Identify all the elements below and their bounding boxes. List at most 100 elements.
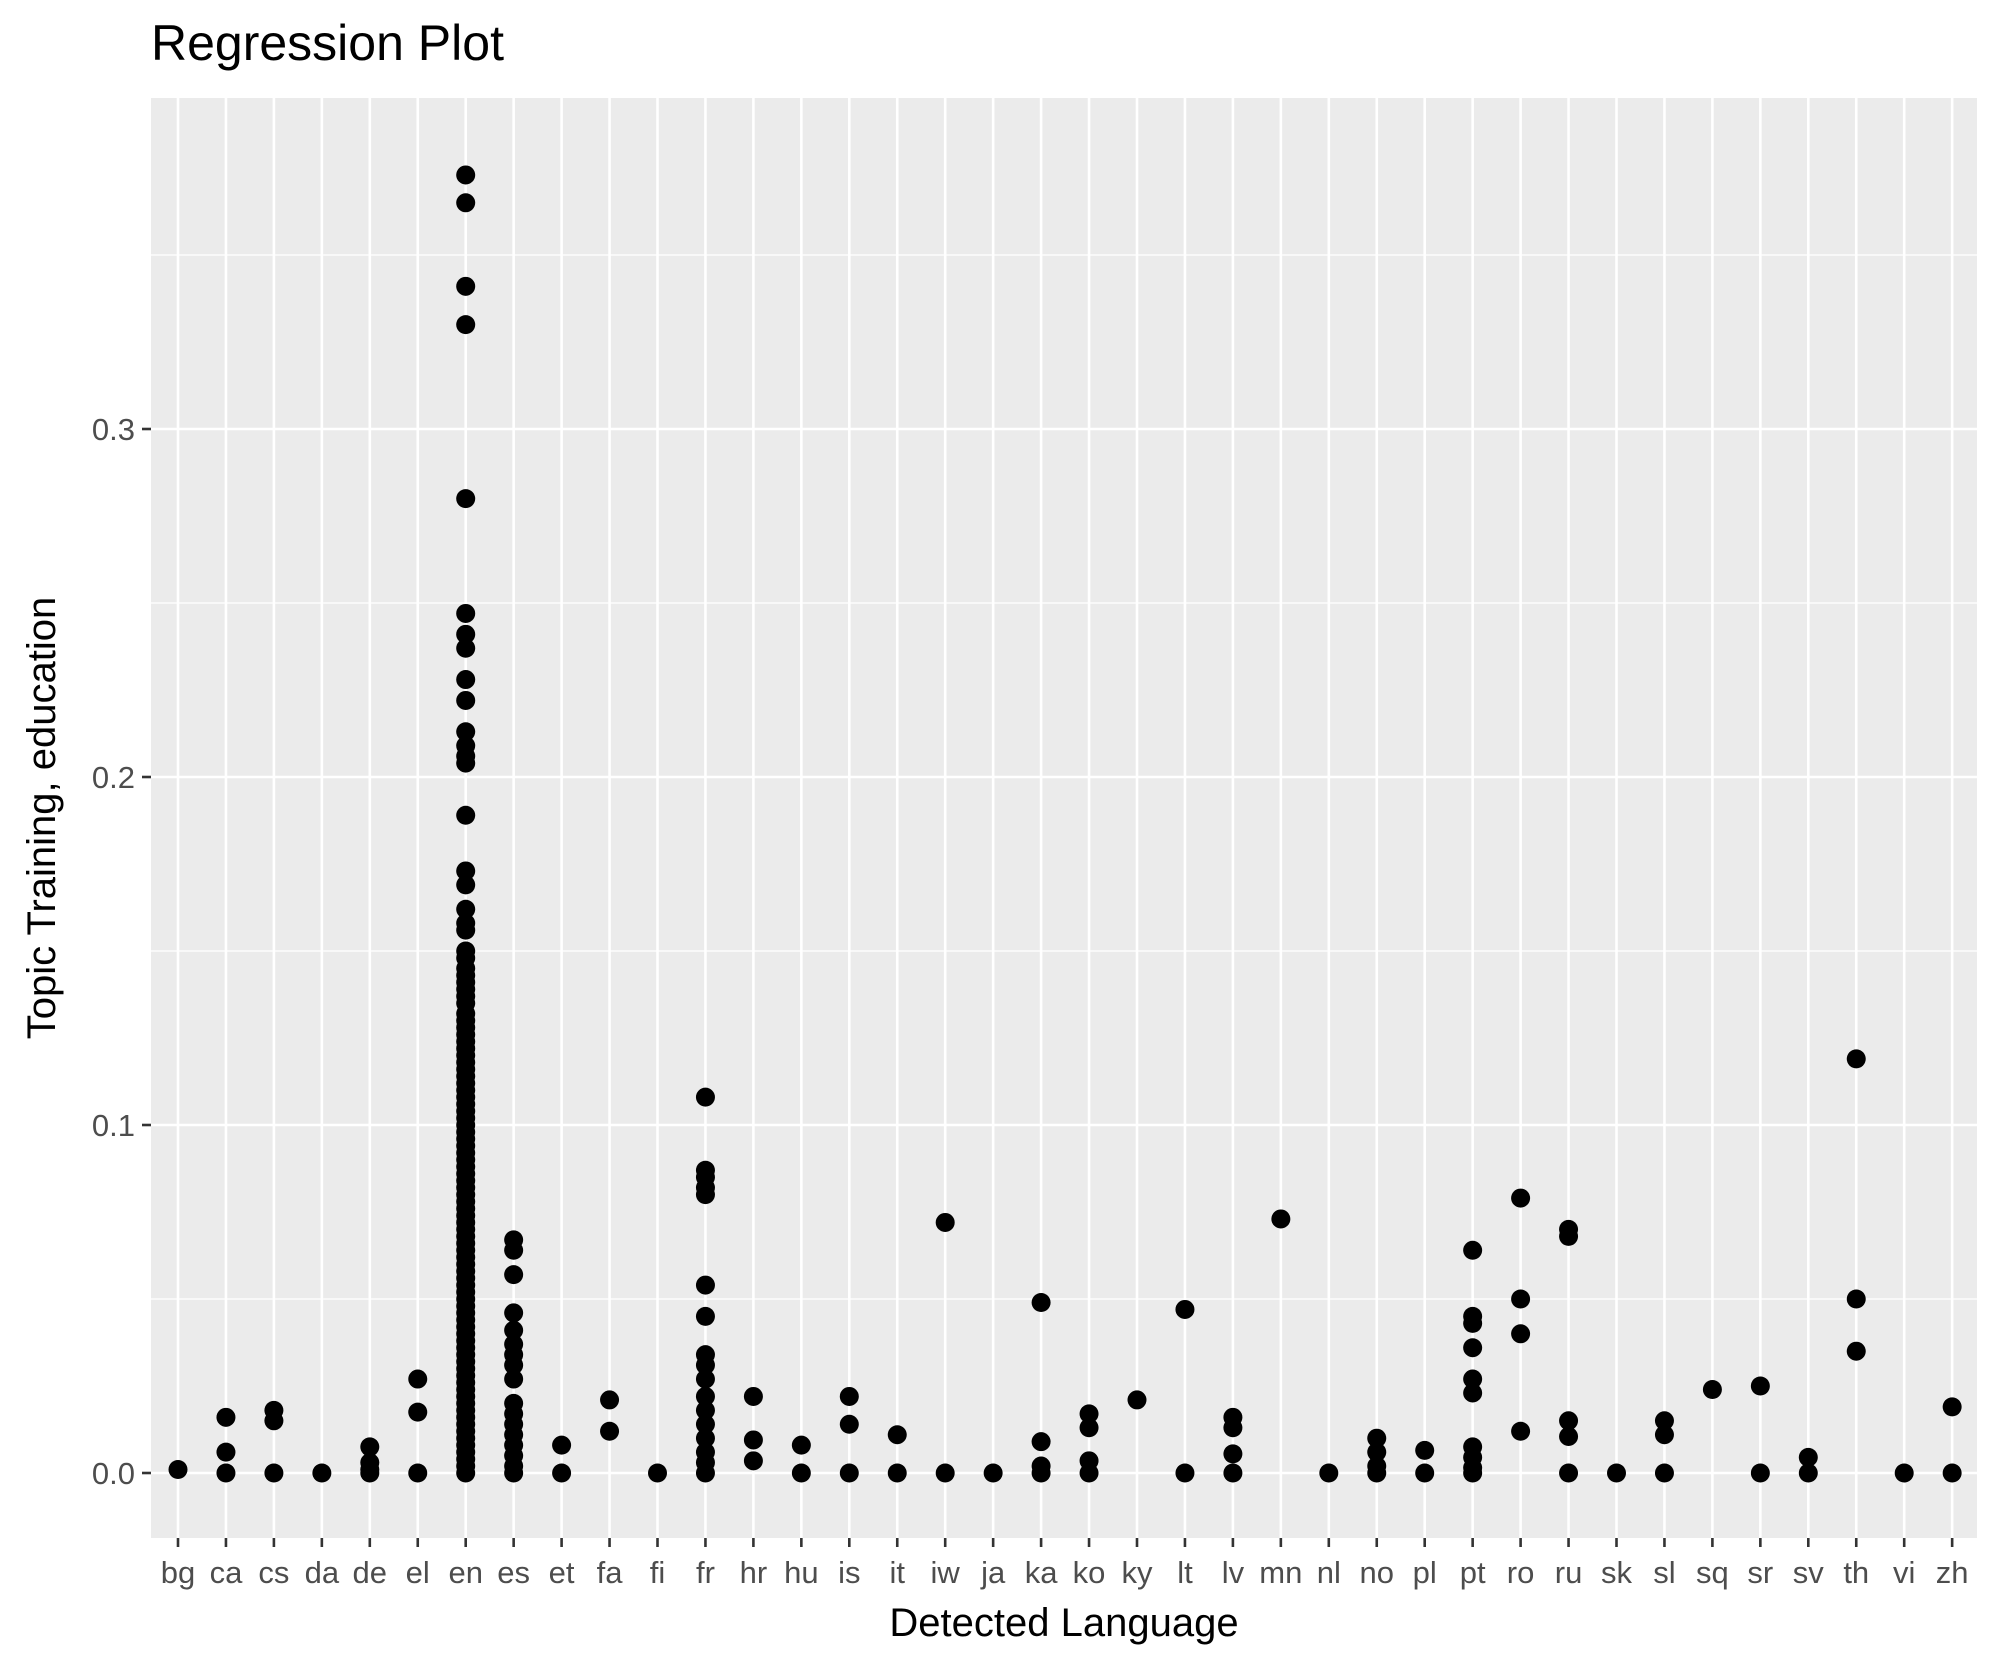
x-tick-label-cs: cs [258,1555,289,1590]
data-point-en [456,861,476,881]
data-point-no [1367,1428,1387,1448]
data-point-es [504,1240,524,1260]
data-point-is [839,1463,859,1483]
x-tick-label-de: de [353,1555,387,1590]
x-tick-label-sk: sk [1601,1555,1633,1590]
x-tick-label-no: no [1360,1555,1394,1590]
data-point-fr [695,1369,715,1389]
data-points [168,165,1962,1483]
data-point-bg [168,1460,188,1480]
data-point-fr [695,1428,715,1448]
data-point-sv [1798,1463,1818,1483]
data-point-ka [1031,1463,1051,1483]
data-point-es [504,1265,524,1285]
data-point-de [360,1463,380,1483]
data-point-es [504,1355,524,1375]
data-point-hr [743,1451,763,1471]
x-tick-label-ca: ca [210,1555,244,1590]
data-point-no [1367,1442,1387,1462]
data-point-ro [1511,1324,1531,1344]
data-point-es [504,1303,524,1323]
y-tick-label: 0.2 [92,760,135,795]
data-point-en [456,805,476,825]
data-point-nl [1319,1463,1339,1483]
x-tick-label-fa: fa [597,1555,624,1590]
data-point-ka [1031,1292,1051,1312]
data-point-el [408,1369,428,1389]
data-point-fr [695,1355,715,1375]
x-tick-label-mn: mn [1259,1555,1302,1590]
data-point-hu [791,1435,811,1455]
x-tick-label-ky: ky [1122,1555,1154,1590]
data-point-mn [1271,1209,1291,1229]
x-tick-label-fi: fi [650,1555,666,1590]
data-point-pt [1463,1338,1483,1358]
data-point-ko [1079,1404,1099,1424]
data-point-en [456,276,476,296]
data-point-en [456,753,476,773]
data-point-pl [1415,1463,1435,1483]
data-point-cs [264,1411,284,1431]
data-point-ca [216,1442,236,1462]
data-point-el [408,1402,428,1422]
data-point-ro [1511,1289,1531,1309]
data-point-hr [743,1430,763,1450]
x-tick-label-zh: zh [1936,1555,1969,1590]
data-point-en [456,690,476,710]
data-point-en [456,670,476,690]
data-point-ru [1559,1463,1579,1483]
data-point-it [887,1425,907,1445]
data-point-en [456,315,476,335]
data-point-es [504,1463,524,1483]
data-point-lt [1175,1299,1195,1319]
data-point-lv [1223,1463,1243,1483]
x-tick-label-sv: sv [1793,1555,1825,1590]
data-point-pt [1463,1240,1483,1260]
data-point-pt [1463,1383,1483,1403]
x-tick-label-hu: hu [784,1555,818,1590]
data-point-fr [695,1414,715,1434]
data-point-hr [743,1386,763,1406]
data-point-fr [695,1386,715,1406]
data-point-is [839,1414,859,1434]
data-point-sk [1607,1463,1626,1483]
data-point-sl [1654,1411,1674,1431]
data-point-es [504,1369,524,1389]
x-tick-label-da: da [305,1555,340,1590]
data-point-vi [1894,1463,1914,1483]
data-point-sr [1750,1463,1770,1483]
data-point-en [456,920,476,940]
data-point-de [360,1437,380,1457]
data-point-en [456,624,476,644]
data-point-lv [1223,1418,1243,1438]
data-point-iw [935,1463,955,1483]
x-tick-label-ja: ja [980,1555,1006,1590]
x-tick-label-pt: pt [1460,1555,1486,1590]
data-point-et [552,1435,572,1455]
data-point-th [1846,1289,1866,1309]
data-point-cs [264,1463,284,1483]
data-point-is [839,1386,859,1406]
data-point-lv [1223,1444,1243,1464]
data-point-ru [1559,1411,1579,1431]
x-tick-label-lt: lt [1177,1555,1193,1590]
x-tick-label-pl: pl [1413,1555,1437,1590]
y-tick-label: 0.1 [92,1108,135,1143]
x-tick-label-is: is [838,1555,860,1590]
data-point-sl [1654,1425,1674,1445]
data-point-ka [1031,1432,1051,1452]
data-point-da [312,1463,332,1483]
data-point-fr [695,1185,715,1205]
data-point-no [1367,1463,1387,1483]
x-tick-label-ko: ko [1073,1555,1106,1590]
y-axis-title: Topic Training, education [20,597,64,1040]
data-point-zh [1942,1463,1962,1483]
data-point-en [456,193,476,213]
data-point-sv [1798,1447,1818,1467]
data-point-et [552,1463,572,1483]
data-point-en [456,899,476,919]
data-point-fi [648,1463,667,1483]
data-point-en [456,875,476,895]
data-point-zh [1942,1397,1962,1417]
chart-title: Regression Plot [151,15,504,71]
